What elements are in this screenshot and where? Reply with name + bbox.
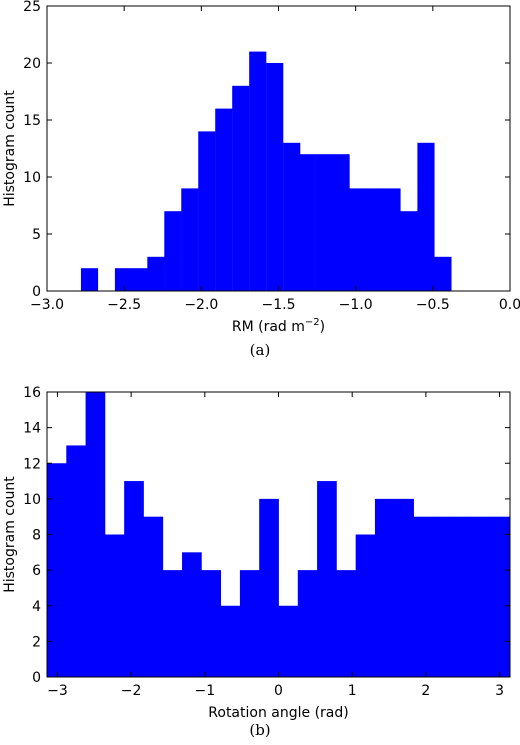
y-tick-label: 5 xyxy=(32,227,41,243)
y-tick-label: 0 xyxy=(32,670,41,686)
caption-b: (b) xyxy=(249,721,271,739)
histogram-bar xyxy=(434,256,452,291)
x-tick-label: −1 xyxy=(194,683,215,699)
histogram-bar xyxy=(124,481,144,677)
x-tick-label: −2.5 xyxy=(107,297,141,313)
y-tick-label: 2 xyxy=(32,634,41,650)
y-axis-label: Histogram count xyxy=(2,476,18,593)
y-tick-label: 10 xyxy=(23,492,41,508)
histogram-bar xyxy=(162,570,183,677)
histogram-bar xyxy=(297,570,318,677)
x-tick-label: 1 xyxy=(348,683,357,699)
y-tick-label: 6 xyxy=(32,563,41,579)
histogram-bar xyxy=(413,516,434,677)
histogram-bar xyxy=(220,605,241,677)
y-tick-label: 10 xyxy=(23,170,41,186)
histogram-bar xyxy=(278,605,299,677)
histogram-bar xyxy=(181,188,199,291)
histogram-bar xyxy=(131,268,150,291)
x-tick-label: −0.5 xyxy=(416,297,450,313)
histogram-bar xyxy=(201,570,222,677)
histogram-bar xyxy=(198,131,216,291)
histogram-bar xyxy=(417,142,435,291)
x-tick-label: −2.0 xyxy=(184,297,218,313)
x-tick-label: 0.0 xyxy=(499,297,520,313)
x-tick-label: −3.0 xyxy=(30,297,64,313)
x-tick-label: 2 xyxy=(421,683,430,699)
histogram-bar xyxy=(383,188,401,291)
y-tick-label: 20 xyxy=(23,56,41,72)
x-tick-label: 0 xyxy=(274,683,283,699)
x-tick-label: −1.0 xyxy=(339,297,373,313)
histogram-bar xyxy=(104,534,125,677)
histogram-bar xyxy=(432,516,453,677)
histogram-bar xyxy=(471,516,492,677)
histogram-bar xyxy=(315,154,333,291)
histogram-bar xyxy=(47,463,67,677)
x-tick-label: −1.5 xyxy=(262,297,296,313)
x-tick-label: 3 xyxy=(495,683,504,699)
histogram-bar xyxy=(349,188,367,291)
histogram-bar xyxy=(317,481,337,677)
y-tick-label: 12 xyxy=(23,456,41,472)
histogram-bar xyxy=(266,63,284,291)
histogram-rm-panel: −3.0 −2.5 −2.0 −1.5 −1.0 −0.5 0.0 0 5 10 15 20 25 RM … xyxy=(2,0,520,335)
histogram-bar xyxy=(283,142,301,291)
histogram-bar xyxy=(182,552,202,677)
x-axis-label: Rotation angle (rad) xyxy=(208,705,348,721)
y-tick-label: 15 xyxy=(23,113,41,129)
y-tick-label: 0 xyxy=(32,284,41,300)
histogram-bar xyxy=(147,256,165,291)
histogram-bar xyxy=(114,268,133,291)
histogram-bar xyxy=(452,516,472,677)
y-axis-label: Histogram count xyxy=(2,90,18,207)
histogram-bar xyxy=(332,154,350,291)
histogram-bar xyxy=(374,498,395,677)
histogram-bar xyxy=(143,516,164,677)
histogram-bar xyxy=(298,154,316,291)
y-tick-label: 14 xyxy=(23,421,41,437)
y-tick-label: 8 xyxy=(32,528,41,544)
histogram-bar xyxy=(215,108,233,291)
histogram-bar xyxy=(490,516,511,677)
histogram-bar xyxy=(400,211,418,291)
histogram-bar xyxy=(249,51,267,291)
y-tick-label: 4 xyxy=(32,599,41,615)
y-tick-label: 25 xyxy=(23,0,41,15)
histogram-bar xyxy=(232,85,250,291)
x-tick-label: −2 xyxy=(121,683,142,699)
caption-a: (a) xyxy=(249,341,271,359)
histogram-bar xyxy=(85,392,106,677)
histogram-bar xyxy=(394,498,414,677)
histogram-bar xyxy=(239,570,260,677)
y-tick-label: 16 xyxy=(23,385,41,401)
histogram-bar xyxy=(164,211,182,291)
x-tick-label: −3 xyxy=(47,683,68,699)
histogram-bar xyxy=(66,445,86,677)
histogram-bar xyxy=(336,570,357,677)
histogram-bar xyxy=(80,268,99,291)
histogram-bar xyxy=(259,498,279,677)
histogram-bar xyxy=(355,534,376,677)
x-axis-label: RM (rad m−2) xyxy=(232,317,325,335)
histogram-bar xyxy=(366,188,384,291)
